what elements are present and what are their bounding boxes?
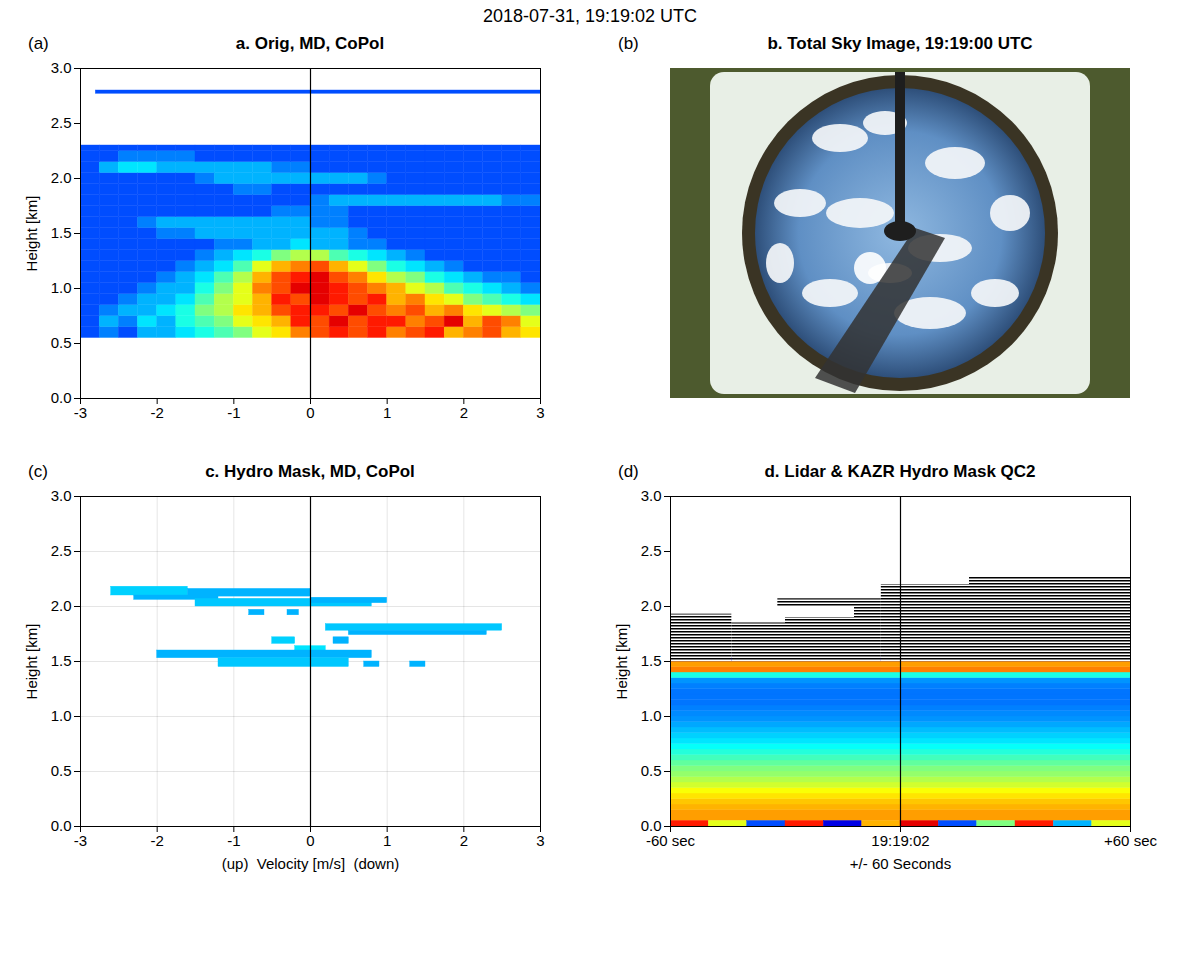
svg-text:-1: -1 bbox=[227, 832, 240, 849]
svg-text:Height [km]: Height [km] bbox=[613, 624, 630, 700]
svg-text:0.0: 0.0 bbox=[640, 817, 662, 835]
svg-text:2.5: 2.5 bbox=[641, 542, 662, 559]
svg-text:2.0: 2.0 bbox=[641, 597, 662, 614]
svg-text:3.0: 3.0 bbox=[641, 487, 662, 504]
svg-text:2.0: 2.0 bbox=[51, 597, 72, 614]
html-text:(a): (a) bbox=[28, 34, 49, 53]
svg-text:-1: -1 bbox=[227, 404, 240, 421]
svg-text:0.0: 0.0 bbox=[51, 389, 72, 406]
svg-text:1.0: 1.0 bbox=[51, 707, 72, 724]
svg-text:0.0: 0.0 bbox=[51, 817, 72, 834]
svg-text:2: 2 bbox=[460, 404, 468, 421]
svg-text:0: 0 bbox=[306, 832, 314, 849]
svg-text:19:19:02: 19:19:02 bbox=[871, 832, 929, 849]
html-text:b. Total Sky Image, 19:19:00 U: b. Total Sky Image, 19:19:00 UTC bbox=[767, 34, 1033, 53]
svg-text:Height [km]: Height [km] bbox=[23, 624, 40, 700]
svg-text:-2: -2 bbox=[150, 404, 163, 421]
svg-text:(up) Velocity [m/s] (down): (up) Velocity [m/s] (down) bbox=[222, 855, 400, 872]
svg-text:-60 sec: -60 sec bbox=[646, 832, 696, 849]
svg-text:0.5: 0.5 bbox=[51, 334, 72, 351]
svg-text:1: 1 bbox=[383, 832, 391, 849]
svg-text:1.5: 1.5 bbox=[641, 652, 662, 669]
svg-text:2.5: 2.5 bbox=[51, 114, 72, 131]
html-text:(d): (d) bbox=[618, 462, 639, 481]
svg-text:0.5: 0.5 bbox=[641, 762, 662, 779]
html-text:c. Hydro Mask, MD, CoPol: c. Hydro Mask, MD, CoPol bbox=[205, 462, 415, 481]
svg-text:2.5: 2.5 bbox=[51, 542, 72, 559]
svg-text:1.0: 1.0 bbox=[51, 279, 72, 296]
html-text:a. Orig, MD, CoPol: a. Orig, MD, CoPol bbox=[235, 34, 385, 53]
svg-text:-3: -3 bbox=[74, 404, 87, 421]
svg-text:3: 3 bbox=[536, 832, 544, 849]
html-text:(c): (c) bbox=[28, 462, 48, 481]
svg-text:1.5: 1.5 bbox=[51, 652, 72, 669]
svg-text:1: 1 bbox=[383, 404, 391, 421]
svg-text:Height [km]: Height [km] bbox=[23, 196, 40, 272]
svg-text:-3: -3 bbox=[74, 832, 87, 849]
svg-text:+/- 60 Seconds: +/- 60 Seconds bbox=[850, 855, 951, 872]
svg-text:3.0: 3.0 bbox=[51, 59, 72, 76]
svg-text:3: 3 bbox=[536, 404, 544, 421]
svg-text:1.0: 1.0 bbox=[641, 707, 662, 724]
svg-text:1.5: 1.5 bbox=[51, 224, 72, 241]
html-text:d. Lidar & KAZR Hydro Mask QC2: d. Lidar & KAZR Hydro Mask QC2 bbox=[764, 462, 1036, 481]
html-text:(b): (b) bbox=[618, 34, 639, 53]
svg-text:3.0: 3.0 bbox=[51, 487, 72, 504]
svg-text:2: 2 bbox=[460, 832, 468, 849]
svg-text:2.0: 2.0 bbox=[51, 169, 72, 186]
html-text:2018-07-31, 19:19:02 UTC: 2018-07-31, 19:19:02 UTC bbox=[482, 6, 698, 26]
svg-text:-2: -2 bbox=[150, 832, 163, 849]
svg-text:0.5: 0.5 bbox=[51, 762, 72, 779]
svg-text:+60 sec: +60 sec bbox=[1104, 832, 1157, 849]
svg-text:0: 0 bbox=[306, 404, 314, 421]
